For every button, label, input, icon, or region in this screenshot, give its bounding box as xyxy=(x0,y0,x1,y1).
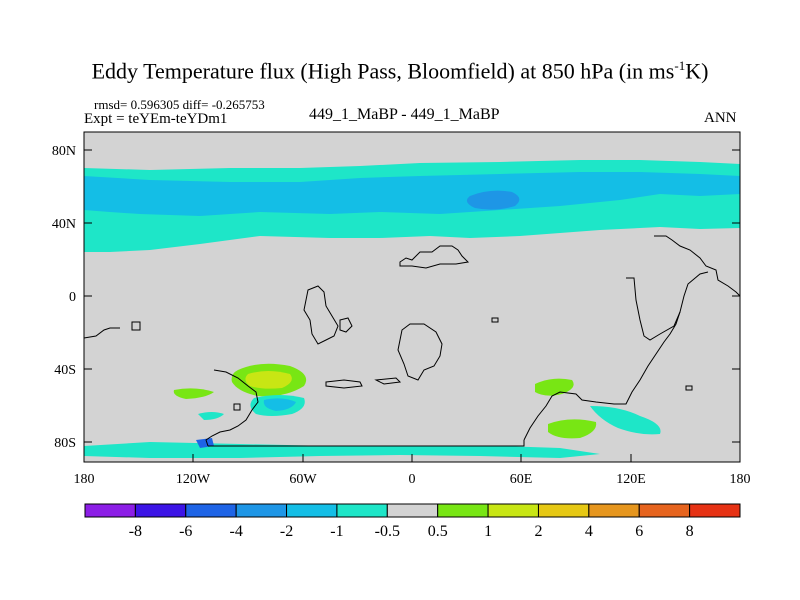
colorbar-box xyxy=(689,503,741,518)
colorbar-box xyxy=(588,503,640,518)
colorbar-box xyxy=(235,503,288,518)
plot-title: Eddy Temperature flux (High Pass, Bloomf… xyxy=(0,58,800,84)
colorbar-label: -4 xyxy=(229,523,242,540)
lon-label-60e: 60E xyxy=(510,472,533,487)
title-tail: K) xyxy=(685,58,709,84)
title-superscript: -1 xyxy=(674,58,686,73)
lat-label-40n: 40N xyxy=(52,217,76,232)
colorbar-box xyxy=(437,503,489,518)
experiment-label: Expt = teYEm-teYDm1 xyxy=(84,111,228,127)
colorbar-label: -0.5 xyxy=(375,523,400,540)
colorbar-box xyxy=(537,503,590,518)
colorbar-label: -8 xyxy=(129,523,142,540)
colorbar-box xyxy=(336,503,388,518)
contour-cyan-patch-2 xyxy=(263,398,296,411)
contour-green-patch-4 xyxy=(548,419,597,439)
colorbar-box xyxy=(185,503,237,518)
lat-tick-marks xyxy=(84,149,740,443)
colorbar-box xyxy=(134,503,187,518)
colorbar-label: -6 xyxy=(179,523,192,540)
lon-label-120w: 120W xyxy=(176,472,211,487)
title-main: Eddy Temperature flux (High Pass, Bloomf… xyxy=(91,58,675,84)
lon-tick-marks xyxy=(83,454,741,462)
colorbar-label: 2 xyxy=(534,523,542,540)
colorbar-box xyxy=(386,503,439,518)
contour-yellow-patch xyxy=(245,371,292,389)
coastlines xyxy=(84,235,740,447)
colorbar-label: -1 xyxy=(330,523,343,540)
lon-tick-labels: 180 120W 60W 0 60E 120E 180 xyxy=(74,472,751,487)
colorbar xyxy=(84,503,741,518)
map-area xyxy=(84,132,740,462)
colorbar-label: 4 xyxy=(585,523,593,540)
colorbar-labels: -8 -6 -4 -2 -1 -0.5 0.5 1 2 4 6 8 xyxy=(129,523,694,540)
contour-cyan-band xyxy=(84,172,740,216)
contour-green-patch-3 xyxy=(535,378,574,396)
colorbar-box xyxy=(286,503,338,518)
lon-label-180e: 180 xyxy=(730,472,751,487)
contour-blue-patch xyxy=(466,190,520,210)
colorbar-box xyxy=(638,503,691,518)
case-name: 449_1_MaBP - 449_1_MaBP xyxy=(309,106,500,123)
stats-line: rmsd= 0.596305 diff= -0.265753 xyxy=(94,97,265,112)
colorbar-box xyxy=(487,503,539,518)
lon-label-0: 0 xyxy=(409,472,416,487)
colorbar-box xyxy=(84,503,136,518)
lat-label-0: 0 xyxy=(69,290,76,305)
colorbar-label: 6 xyxy=(635,523,643,540)
lat-label-80n: 80N xyxy=(52,144,76,159)
lat-label-40s: 40S xyxy=(54,363,76,378)
contour-cyan-patch-3 xyxy=(198,412,224,420)
lon-label-60w: 60W xyxy=(289,472,317,487)
colorbar-label: 1 xyxy=(484,523,492,540)
colorbar-label: 0.5 xyxy=(428,523,448,540)
lat-tick-labels: 80N 40N 0 40S 80S xyxy=(52,144,76,451)
colorbar-label: 8 xyxy=(686,523,694,540)
lat-label-80s: 80S xyxy=(54,436,76,451)
colorbar-label: -2 xyxy=(280,523,293,540)
season-label: ANN xyxy=(704,110,737,126)
contour-cyan-patch-4 xyxy=(590,406,661,435)
contour-green-patch-2 xyxy=(173,388,214,399)
lon-label-120e: 120E xyxy=(616,472,646,487)
lon-label-180w: 180 xyxy=(74,472,95,487)
